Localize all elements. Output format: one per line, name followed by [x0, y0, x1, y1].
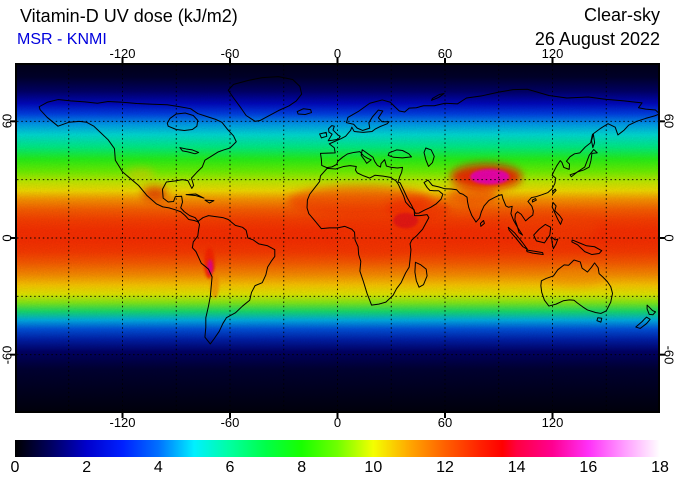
coast-hispaniola	[205, 200, 214, 203]
coast-south-america	[192, 216, 274, 344]
x-axis-tick-label-bottom: 60	[437, 415, 453, 430]
x-axis-tick-label-top: 0	[333, 46, 342, 61]
x-axis-tick-label-top: -60	[220, 46, 240, 61]
colorbar-tick-label: 0	[10, 459, 20, 476]
x-axis-tick-label-bottom: 0	[333, 415, 342, 430]
x-axis-tick-label-bottom: 120	[541, 415, 564, 430]
colorbar-tick-label: 14	[507, 459, 526, 476]
coast-borneo	[534, 224, 551, 242]
coast-java	[527, 250, 544, 254]
coast-sulawesi	[552, 237, 558, 249]
coast-tasmania	[597, 318, 602, 322]
coast-sumatra	[508, 227, 527, 249]
coast-ireland	[320, 132, 327, 137]
colorbar-tick-label: 6	[225, 459, 235, 476]
colorbar-tick-label: 18	[651, 459, 669, 476]
colorbar-tick-label: 16	[579, 459, 598, 476]
y-axis-tick-label-right: 0	[661, 234, 677, 242]
coast-hainan	[532, 199, 536, 203]
x-axis-tick-label-top: -120	[109, 46, 136, 61]
coast-new-zealand-north	[647, 305, 655, 315]
y-axis-tick-label-left: 60	[0, 114, 15, 129]
world-map	[10, 58, 665, 418]
x-axis-tick-label-top: 60	[437, 46, 453, 61]
x-axis-tick-label-bottom: -60	[220, 415, 240, 430]
coast-greenland	[228, 77, 301, 122]
colorbar-tick-label: 10	[364, 459, 383, 476]
y-axis-tick-label-right: 60	[661, 114, 677, 129]
coast-new-zealand-south	[636, 317, 650, 328]
coast-philippines	[552, 202, 562, 224]
date-label: 26 August 2022	[534, 29, 660, 49]
coast-novaya-zemlya	[432, 94, 445, 101]
colorbar-tick-label: 8	[297, 459, 307, 476]
x-axis-tick-label-bottom: -120	[109, 415, 136, 430]
colorbar-gradient	[15, 440, 660, 457]
coast-north-america	[39, 100, 236, 222]
coast-eurasia	[320, 89, 659, 235]
coast-cuba	[186, 194, 204, 198]
coast-iceland	[297, 109, 311, 115]
coast-caspian-sea	[424, 148, 434, 166]
colorbar-tick-label: 2	[82, 459, 92, 476]
coast-australia	[541, 260, 613, 313]
axis-tick-marks	[10, 58, 665, 418]
colorbar-tick-label: 4	[153, 459, 163, 476]
y-axis-tick-label-right: -60	[661, 345, 677, 365]
y-axis-tick-label-left: -60	[0, 345, 15, 365]
page-title: Vitamin-D UV dose (kJ/m2)	[20, 6, 238, 26]
coast-sri-lanka	[480, 220, 484, 226]
x-axis-tick-label-top: 120	[541, 46, 564, 61]
graticule	[17, 65, 658, 411]
coast-africa	[307, 166, 429, 305]
coast-new-guinea	[572, 240, 602, 255]
condition-label: Clear-sky	[583, 5, 660, 25]
y-axis-tick-label-left: 0	[0, 234, 15, 242]
coast-taiwan	[553, 189, 557, 194]
map-frame	[15, 63, 660, 413]
coast-black-sea	[388, 150, 411, 158]
coast-japan	[570, 150, 597, 177]
coast-great-lakes	[180, 148, 199, 154]
colorbar-tick-label: 12	[436, 459, 454, 476]
coast-sakhalin	[592, 134, 595, 148]
coast-hudson-bay	[167, 113, 197, 130]
page-subtitle: MSR - KNMI	[17, 31, 107, 48]
coast-madagascar	[415, 262, 427, 287]
